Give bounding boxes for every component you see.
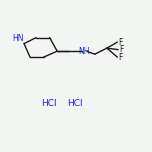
Text: HCl: HCl — [41, 99, 57, 108]
Text: F: F — [119, 38, 123, 47]
Text: HCl: HCl — [67, 99, 82, 108]
Text: F: F — [119, 45, 124, 54]
Text: F: F — [119, 53, 123, 62]
Text: NH: NH — [79, 47, 90, 56]
Text: HN: HN — [12, 34, 23, 43]
